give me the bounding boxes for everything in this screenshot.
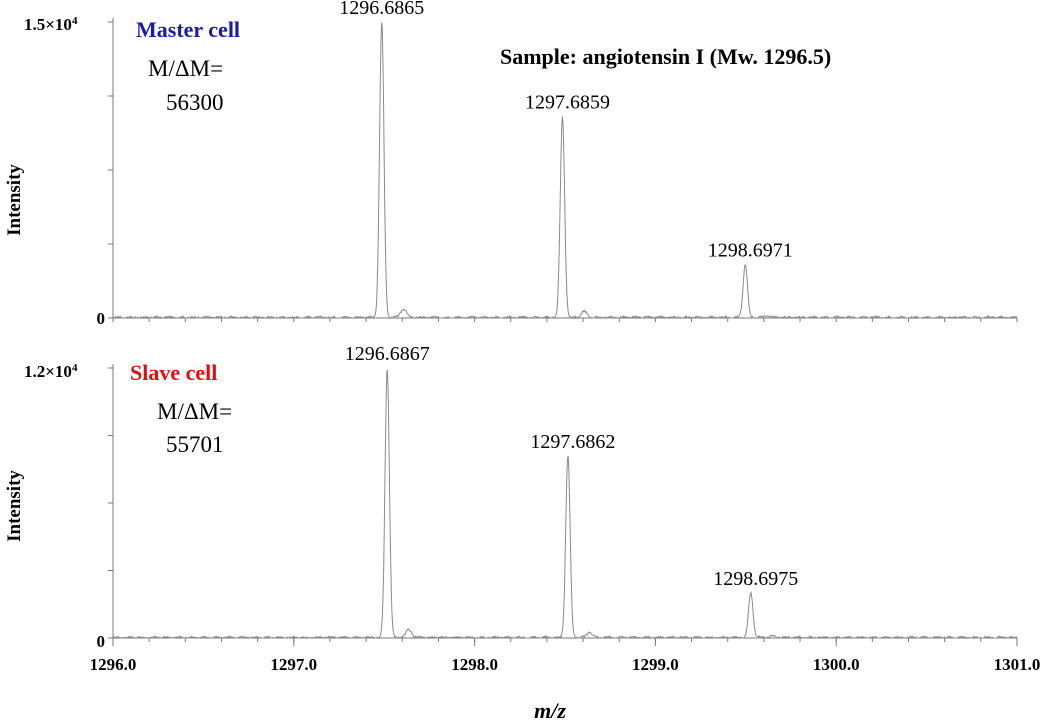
y-tick-top-slave-exp: 4: [72, 362, 78, 374]
x-tick-label: 1298.0: [451, 655, 498, 674]
slave-spectrum-line: [112, 369, 1018, 640]
y-tick-top-slave-base: 1.2×10: [24, 362, 72, 381]
y-tick-top-master-base: 1.5×10: [24, 15, 72, 34]
y-tick-zero-slave: 0: [97, 632, 106, 651]
master-peak-label: 1297.6859: [525, 92, 610, 114]
x-tick-label: 1300.0: [813, 655, 860, 674]
master-peak-label: 1298.6971: [708, 240, 793, 262]
master-cell-title: Master cell: [136, 17, 240, 42]
y-axis-label-master: Intensity: [4, 164, 25, 236]
x-axis-ticks: 1296.0 1297.0 1298.0 1299.0 1300.0 1301.0: [90, 638, 1041, 674]
sample-label: Sample: angiotensin I (Mw. 1296.5): [500, 44, 831, 69]
slave-peak-label: 1296.6867: [345, 343, 430, 365]
x-tick-label: 1299.0: [632, 655, 679, 674]
master-resolution-label: M/ΔM=: [148, 56, 223, 81]
master-cell-panel: Intensity 1.5×104 0 Master cell M/ΔM= 56…: [4, 0, 1018, 328]
slave-resolution-label: M/ΔM=: [157, 399, 232, 424]
y-tick-top-slave: 1.2×104: [24, 362, 78, 381]
slave-cell-panel: Intensity 1.2×104 0 Slave cell M/ΔM= 557…: [4, 343, 1018, 651]
master-peak-label: 1296.6865: [339, 0, 424, 19]
slave-cell-title: Slave cell: [130, 360, 217, 385]
y-tick-top-master: 1.5×104: [24, 15, 78, 34]
x-tick-label: 1301.0: [994, 655, 1041, 674]
slave-resolution-value: 55701: [166, 432, 224, 457]
x-tick-label: 1297.0: [270, 655, 317, 674]
master-resolution-value: 56300: [166, 90, 224, 115]
y-tick-top-master-exp: 4: [72, 15, 78, 27]
y-tick-zero-master: 0: [97, 309, 106, 328]
slave-peak-label: 1297.6862: [530, 431, 615, 453]
master-spectrum-line: [112, 22, 1018, 320]
y-axis-label-slave: Intensity: [4, 470, 25, 542]
slave-peak-label: 1298.6975: [713, 568, 798, 590]
x-tick-label: 1296.0: [90, 655, 137, 674]
x-axis-label: m/z: [534, 698, 566, 723]
